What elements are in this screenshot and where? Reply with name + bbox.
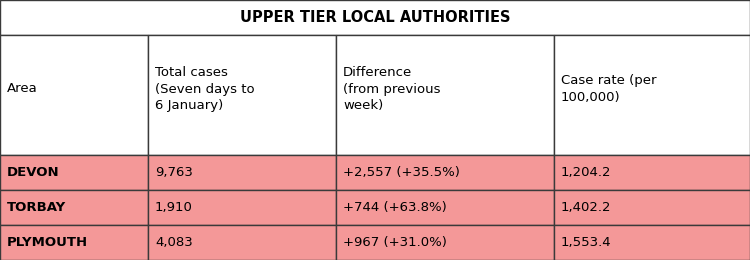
Text: 1,402.2: 1,402.2 xyxy=(561,201,611,214)
Text: 1,204.2: 1,204.2 xyxy=(561,166,611,179)
Text: 9,763: 9,763 xyxy=(155,166,193,179)
Text: 4,083: 4,083 xyxy=(155,236,193,249)
Bar xyxy=(336,190,554,225)
Bar xyxy=(554,155,750,190)
Text: PLYMOUTH: PLYMOUTH xyxy=(7,236,88,249)
Text: Area: Area xyxy=(7,82,38,95)
Text: Case rate (per
100,000): Case rate (per 100,000) xyxy=(561,74,656,104)
Text: TORBAY: TORBAY xyxy=(7,201,66,214)
Bar xyxy=(0,225,148,260)
Bar xyxy=(0,0,750,35)
Text: UPPER TIER LOCAL AUTHORITIES: UPPER TIER LOCAL AUTHORITIES xyxy=(240,10,510,25)
Text: 1,553.4: 1,553.4 xyxy=(561,236,612,249)
Bar xyxy=(336,225,554,260)
Bar xyxy=(336,35,554,155)
Text: Difference
(from previous
week): Difference (from previous week) xyxy=(343,66,440,113)
Bar xyxy=(148,190,336,225)
Text: +2,557 (+35.5%): +2,557 (+35.5%) xyxy=(343,166,460,179)
Bar xyxy=(0,155,148,190)
Bar xyxy=(554,190,750,225)
Bar xyxy=(148,155,336,190)
Bar xyxy=(554,35,750,155)
Bar xyxy=(554,225,750,260)
Text: 1,910: 1,910 xyxy=(155,201,193,214)
Bar xyxy=(0,35,148,155)
Bar xyxy=(148,225,336,260)
Text: +744 (+63.8%): +744 (+63.8%) xyxy=(343,201,447,214)
Bar xyxy=(336,155,554,190)
Text: +967 (+31.0%): +967 (+31.0%) xyxy=(343,236,447,249)
Text: Total cases
(Seven days to
6 January): Total cases (Seven days to 6 January) xyxy=(155,66,254,113)
Bar xyxy=(0,190,148,225)
Text: DEVON: DEVON xyxy=(7,166,60,179)
Bar xyxy=(148,35,336,155)
